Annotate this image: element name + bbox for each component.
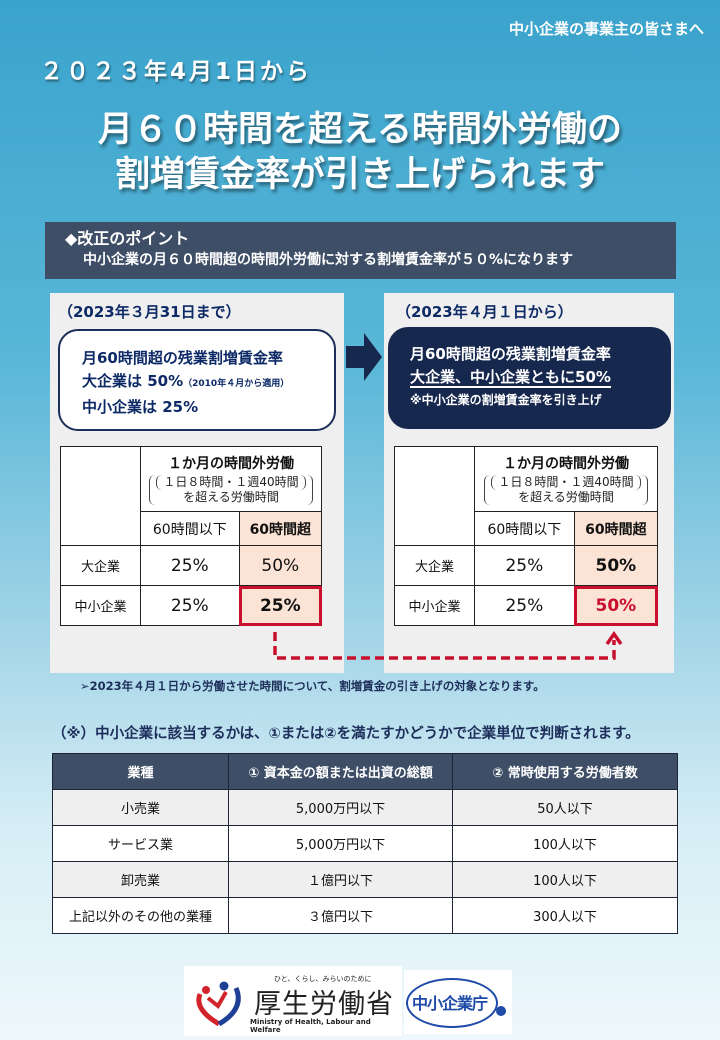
sme-agency-name: 中小企業庁: [412, 994, 488, 1013]
revision-point-text: 中小企業の月６０時間超の時間外労働に対する割増賃金率が５０%になります: [83, 252, 574, 268]
before-rate-line2: 大企業は 50%（2010年４月から適用）: [82, 370, 334, 396]
after-rate-box: 月60時間超の残業割増賃金率 大企業、中小企業ともに50% ※中小企業の割増賃金…: [388, 327, 671, 429]
overtime-subheader: １日８時間・１週40時間 を超える労働時間: [475, 473, 657, 511]
empty-corner-cell: [394, 446, 475, 546]
overtime-subheader: １日８時間・１週40時間 を超える労働時間: [141, 473, 321, 511]
large-under60: 25%: [474, 545, 575, 586]
table-row: 小売業 5,000万円以下 50人以下: [52, 789, 678, 826]
main-title-line1: 月６０時間を超える時間外労働の: [98, 110, 622, 150]
revision-point-box: ◆改正のポイント 中小企業の月６０時間超の時間外労働に対する割増賃金率が５０%に…: [45, 222, 676, 279]
large-over60: 50%: [573, 545, 659, 586]
header-industry: 業種: [52, 753, 229, 790]
col-under60-header: 60時間以下: [140, 511, 240, 546]
subheader-line2: を超える労働時間: [183, 490, 279, 504]
before-panel: （2023年３月31日まで） 月60時間超の残業割増賃金率 大企業は 50%（2…: [50, 293, 344, 673]
after-rate-line1: 月60時間超の残業割増賃金率: [410, 345, 611, 363]
main-title-line2: 割増賃金率が引き上げられます: [114, 155, 605, 195]
employees-cell: 100人以下: [452, 861, 678, 898]
capital-cell: １億円以下: [228, 861, 453, 898]
empty-corner-cell: [60, 446, 141, 546]
table-row: サービス業 5,000万円以下 100人以下: [52, 825, 678, 862]
large-under60: 25%: [140, 545, 240, 586]
after-rate-line2: 大企業、中小企業ともに50%: [410, 366, 671, 389]
after-panel: （2023年４月１日から） 月60時間超の残業割増賃金率 大企業、中小企業ともに…: [384, 293, 674, 673]
sme-agency-logo: 中小企業庁: [404, 970, 512, 1034]
employees-cell: 50人以下: [452, 789, 678, 826]
addressee-text: 中小企業の事業主の皆さまへ: [508, 20, 704, 38]
sme-agency-ellipse-icon: [406, 978, 498, 1028]
industry-cell: 上記以外のその他の業種: [52, 897, 229, 934]
large-company-rate: 大企業は 50%: [82, 372, 184, 390]
overtime-header: １か月の時間外労働: [503, 456, 629, 472]
mhlw-tagline: ひと、くらし、みらいのために: [274, 975, 372, 983]
large-over60: 50%: [238, 545, 323, 586]
sme-under60: 25%: [474, 585, 575, 626]
footnote-text: ➢2023年４月１日から労働させた時間について、割増賃金の引き上げの対象となりま…: [80, 679, 545, 693]
row-label-large: 大企業: [394, 545, 475, 586]
after-rate-emphasis: 大企業、中小企業ともに50%: [410, 368, 611, 388]
sme-agency-dot-icon: [496, 1006, 506, 1016]
table-row: 上記以外のその他の業種 ３億円以下 300人以下: [52, 897, 678, 934]
before-rate-line1: 月60時間超の残業割増賃金率: [82, 349, 283, 367]
subheader-line1: １日８時間・１週40時間: [491, 475, 641, 490]
table-row: 卸売業 １億円以下 100人以下: [52, 861, 678, 898]
overtime-header-cell: １か月の時間外労働 １日８時間・１週40時間 を超える労働時間: [474, 446, 658, 512]
sme-criteria-table: 業種 ① 資本金の額または出資の総額 ② 常時使用する労働者数 小売業 5,00…: [52, 753, 678, 934]
mhlw-english-name: Ministry of Health, Labour and Welfare: [250, 1018, 371, 1034]
sme-under60: 25%: [140, 585, 240, 626]
overtime-header-cell: １か月の時間外労働 １日８時間・１週40時間 を超える労働時間: [140, 446, 322, 512]
mhlw-name: 厚生労働省: [254, 989, 394, 1020]
revision-point-title: ◆改正のポイント: [65, 229, 190, 248]
col-under60-header: 60時間以下: [474, 511, 575, 546]
employees-cell: 100人以下: [452, 825, 678, 862]
row-label-large: 大企業: [60, 545, 141, 586]
before-rate-line3: 中小企業は 25%: [82, 398, 199, 416]
after-rate-note: ※中小企業の割増賃金率を引き上げ: [410, 393, 602, 407]
subheader-line2: を超える労働時間: [518, 490, 614, 504]
before-rate-table: １か月の時間外労働 １日８時間・１週40時間 を超える労働時間 60時間以下 60…: [60, 446, 323, 626]
capital-cell: 5,000万円以下: [228, 789, 453, 826]
right-arrow-icon: [346, 333, 382, 381]
col-over60-header: 60時間超: [573, 511, 659, 546]
sme-over60-highlighted: 25%: [238, 585, 323, 626]
col-over60-header: 60時間超: [238, 511, 323, 546]
header-employees: ② 常時使用する労働者数: [452, 753, 678, 790]
row-label-sme: 中小企業: [394, 585, 475, 626]
subheader-line1: １日８時間・１週40時間: [156, 475, 306, 490]
mhlw-heart-icon: [196, 981, 241, 1026]
industry-cell: 卸売業: [52, 861, 229, 898]
employees-cell: 300人以下: [452, 897, 678, 934]
effective-date-heading: ２０２３年4月1日から: [40, 59, 313, 85]
large-company-note: （2010年４月から適用）: [183, 379, 290, 389]
overtime-header: １か月の時間外労働: [168, 456, 294, 472]
mhlw-logo: ひと、くらし、みらいのために 厚生労働省 Ministry of Health,…: [184, 966, 402, 1036]
before-period-label: （2023年３月31日まで）: [58, 303, 241, 321]
after-rate-table: １か月の時間外労働 １日８時間・１週40時間 を超える労働時間 60時間以下 60…: [394, 446, 659, 626]
row-label-sme: 中小企業: [60, 585, 141, 626]
before-rate-box: 月60時間超の残業割増賃金率 大企業は 50%（2010年４月から適用） 中小企…: [58, 329, 336, 431]
industry-cell: サービス業: [52, 825, 229, 862]
industry-cell: 小売業: [52, 789, 229, 826]
capital-cell: 5,000万円以下: [228, 825, 453, 862]
sme-over60-highlighted: 50%: [573, 585, 659, 626]
header-capital: ① 資本金の額または出資の総額: [228, 753, 453, 790]
criteria-note: （※）中小企業に該当するかは、①または②を満たすかどうかで企業単位で判断されます…: [52, 726, 640, 742]
after-period-label: （2023年４月１日から）: [396, 303, 573, 321]
capital-cell: ３億円以下: [228, 897, 453, 934]
